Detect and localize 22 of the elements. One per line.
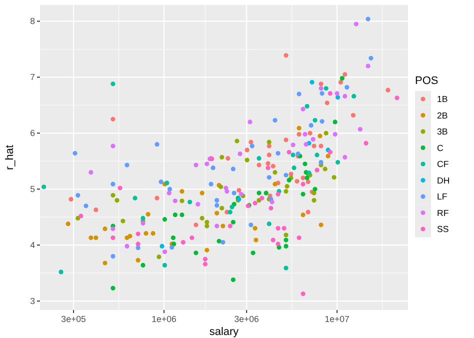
y-tick-label: 8 [30, 16, 36, 26]
legend-label: 2B [437, 110, 448, 120]
x-tick-label: 1e+07 [324, 314, 350, 324]
legend-label: 3B [437, 126, 448, 136]
y-tick-label: 6 [30, 128, 36, 138]
legend-label: 1B [437, 94, 448, 104]
y-axis-title: r_hat [4, 144, 16, 170]
legend-label: LF [437, 192, 448, 202]
y-tick-label: 4 [30, 240, 36, 250]
x-tick-label: 3e+06 [234, 314, 260, 324]
legend-label: CF [437, 159, 450, 169]
y-tick-label: 7 [30, 72, 36, 82]
y-tick-label: 3 [30, 296, 36, 306]
legend-title: POS [415, 75, 438, 87]
y-tick-label: 5 [30, 184, 36, 194]
x-tick-label: 1e+06 [152, 314, 176, 324]
legend-label: C [437, 142, 444, 153]
legend-label: RF [437, 208, 450, 218]
x-axis-title: salary [209, 326, 240, 338]
legend-label: SS [437, 224, 449, 234]
legend-label: DH [437, 175, 450, 186]
x-tick-label: 3e+05 [61, 314, 86, 324]
